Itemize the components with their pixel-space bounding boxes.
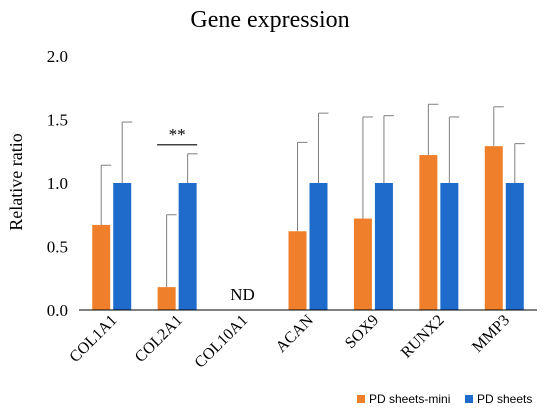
legend-swatch-series-1 bbox=[357, 395, 365, 403]
bar-mmp3-series-2 bbox=[505, 183, 524, 310]
y-axis-label: Relative ratio bbox=[6, 133, 26, 230]
x-tick-label-acan: ACAN bbox=[273, 311, 317, 355]
bar-mmp3-series-1 bbox=[484, 146, 503, 310]
x-tick-label-col2a1: COL2A1 bbox=[132, 312, 186, 366]
x-tick-label-mmp3: MMP3 bbox=[469, 312, 513, 356]
x-tick-label-col10a1: COL10A1 bbox=[192, 312, 252, 372]
bar-sox9-series-1 bbox=[353, 218, 372, 310]
bars bbox=[92, 146, 524, 310]
y-tick-label: 2.0 bbox=[47, 47, 68, 66]
annotations: ** ND bbox=[157, 125, 255, 304]
bar-col2a1-series-2 bbox=[178, 183, 197, 310]
bar-col2a1-series-1 bbox=[157, 287, 176, 310]
legend-label-series-1: PD sheets-mini bbox=[369, 392, 450, 406]
chart-title: Gene expression bbox=[190, 7, 349, 33]
y-tick-label: 1.0 bbox=[47, 174, 68, 193]
legend-label-series-2: PD sheets bbox=[477, 392, 532, 406]
legend-swatch-series-2 bbox=[465, 395, 473, 403]
y-tick-label: 0.0 bbox=[47, 301, 68, 320]
y-tick-label: 1.5 bbox=[47, 111, 68, 130]
y-axis-ticks: 0.0 0.5 1.0 1.5 2.0 bbox=[47, 47, 68, 320]
x-tick-label-col1a1: COL1A1 bbox=[66, 312, 120, 366]
error-bars bbox=[100, 103, 525, 288]
bar-col1a1-series-1 bbox=[92, 224, 111, 310]
x-tick-label-runx2: RUNX2 bbox=[398, 312, 448, 362]
bar-col1a1-series-2 bbox=[113, 183, 132, 310]
annotation-label: ** bbox=[169, 125, 186, 144]
y-tick-label: 0.5 bbox=[47, 238, 68, 257]
bar-runx2-series-1 bbox=[419, 155, 438, 310]
bar-acan-series-2 bbox=[309, 183, 328, 310]
bar-acan-series-1 bbox=[288, 231, 307, 310]
bar-sox9-series-2 bbox=[374, 183, 393, 310]
x-tick-label-sox9: SOX9 bbox=[342, 312, 382, 352]
x-axis-ticks: COL1A1 COL2A1 COL10A1 ACAN SOX9 RUNX2 MMP3 bbox=[66, 311, 513, 371]
legend: PD sheets-mini PD sheets bbox=[357, 392, 532, 406]
annotation-label: ND bbox=[230, 285, 255, 304]
bar-runx2-series-2 bbox=[440, 183, 459, 310]
